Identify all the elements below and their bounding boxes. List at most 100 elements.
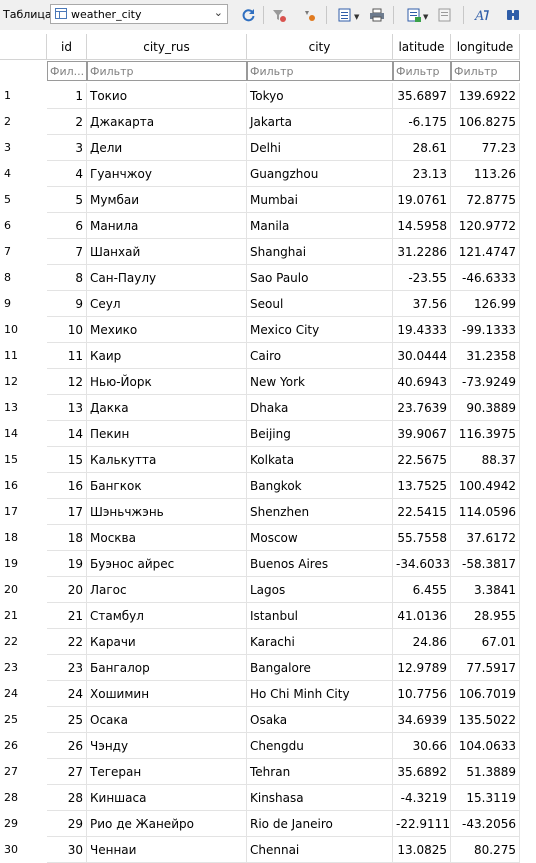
cell-city-rus[interactable]: Рио де Жанейро [87,811,247,837]
cell-latitude[interactable]: 40.6943 [393,369,451,395]
cell-id[interactable]: 3 [47,135,87,161]
cell-latitude[interactable]: 13.0825 [393,837,451,863]
cell-id[interactable]: 5 [47,187,87,213]
delete-record-icon[interactable] [435,5,455,25]
cell-city-rus[interactable]: Нью-Йорк [87,369,247,395]
cell-longitude[interactable]: 106.8275 [451,109,520,135]
table-row[interactable]: 19 19 Буэнос айрес Buenos Aires -34.6033 -58.… [0,551,536,577]
cell-longitude[interactable]: 100.4942 [451,473,520,499]
cell-latitude[interactable]: 28.61 [393,135,451,161]
save-table-dropdown-icon[interactable]: ▼ [354,13,360,21]
cell-city-rus[interactable]: Хошимин [87,681,247,707]
cell-latitude[interactable]: 19.4333 [393,317,451,343]
cell-city-rus[interactable]: Джакарта [87,109,247,135]
table-row[interactable]: 11 11 Каир Cairo 30.0444 31.2358 [0,343,536,369]
filter-city-rus-input[interactable] [87,61,247,81]
cell-longitude[interactable]: 37.6172 [451,525,520,551]
cell-city[interactable]: Bangalore [247,655,393,681]
cell-city[interactable]: Buenos Aires [247,551,393,577]
cell-longitude[interactable]: 77.5917 [451,655,520,681]
table-row[interactable]: 30 30 Ченнаи Chennai 13.0825 80.275 [0,837,536,863]
cell-city-rus[interactable]: Карачи [87,629,247,655]
table-row[interactable]: 22 22 Карачи Karachi 24.86 67.01 [0,629,536,655]
header-latitude[interactable]: latitude [393,34,451,60]
table-row[interactable]: 3 3 Дели Delhi 28.61 77.23 [0,135,536,161]
cell-city[interactable]: Tehran [247,759,393,785]
cell-id[interactable]: 13 [47,395,87,421]
table-row[interactable]: 9 9 Сеул Seoul 37.56 126.99 [0,291,536,317]
cell-city[interactable]: Bangkok [247,473,393,499]
table-row[interactable]: 25 25 Осака Osaka 34.6939 135.5022 [0,707,536,733]
cell-id[interactable]: 11 [47,343,87,369]
table-row[interactable]: 28 28 Киншаса Kinshasa -4.3219 15.3119 [0,785,536,811]
cell-id[interactable]: 25 [47,707,87,733]
cell-id[interactable]: 14 [47,421,87,447]
table-row[interactable]: 23 23 Бангалор Bangalore 12.9789 77.5917 [0,655,536,681]
filter-longitude-input[interactable] [451,61,520,81]
cell-longitude[interactable]: 104.0633 [451,733,520,759]
cell-latitude[interactable]: 13.7525 [393,473,451,499]
cell-city-rus[interactable]: Шэньчжэнь [87,499,247,525]
cell-latitude[interactable]: 34.6939 [393,707,451,733]
cell-latitude[interactable]: -34.6033 [393,551,451,577]
cell-city[interactable]: Shanghai [247,239,393,265]
cell-longitude[interactable]: 90.3889 [451,395,520,421]
table-row[interactable]: 17 17 Шэньчжэнь Shenzhen 22.5415 114.0596 [0,499,536,525]
cell-longitude[interactable]: -73.9249 [451,369,520,395]
cell-city[interactable]: Istanbul [247,603,393,629]
cell-longitude[interactable]: 120.9772 [451,213,520,239]
cell-id[interactable]: 21 [47,603,87,629]
table-row[interactable]: 4 4 Гуанчжоу Guangzhou 23.13 113.26 [0,161,536,187]
table-row[interactable]: 1 1 Токио Tokyo 35.6897 139.6922 [0,83,536,109]
table-row[interactable]: 29 29 Рио де Жанейро Rio de Janeiro -22.9111… [0,811,536,837]
cell-city[interactable]: Shenzhen [247,499,393,525]
cell-longitude[interactable]: 77.23 [451,135,520,161]
cell-city-rus[interactable]: Мехико [87,317,247,343]
cell-latitude[interactable]: 14.5958 [393,213,451,239]
table-row[interactable]: 18 18 Москва Moscow 55.7558 37.6172 [0,525,536,551]
table-row[interactable]: 21 21 Стамбул Istanbul 41.0136 28.955 [0,603,536,629]
cell-latitude[interactable]: 41.0136 [393,603,451,629]
cell-latitude[interactable]: 35.6897 [393,83,451,109]
cell-city-rus[interactable]: Киншаса [87,785,247,811]
cell-city[interactable]: Kolkata [247,447,393,473]
cell-city-rus[interactable]: Дели [87,135,247,161]
cell-city[interactable]: Manila [247,213,393,239]
cell-id[interactable]: 29 [47,811,87,837]
cell-city-rus[interactable]: Сан-Паулу [87,265,247,291]
table-row[interactable]: 20 20 Лагос Lagos 6.455 3.3841 [0,577,536,603]
table-row[interactable]: 10 10 Мехико Mexico City 19.4333 -99.1333 [0,317,536,343]
cell-city-rus[interactable]: Лагос [87,577,247,603]
cell-longitude[interactable]: 51.3889 [451,759,520,785]
cell-latitude[interactable]: 37.56 [393,291,451,317]
cell-latitude[interactable]: 22.5675 [393,447,451,473]
cell-id[interactable]: 26 [47,733,87,759]
table-row[interactable]: 7 7 Шанхай Shanghai 31.2286 121.4747 [0,239,536,265]
header-id[interactable]: id [47,34,87,60]
cell-id[interactable]: 23 [47,655,87,681]
cell-city-rus[interactable]: Буэнос айрес [87,551,247,577]
cell-id[interactable]: 9 [47,291,87,317]
text-format-icon[interactable]: A [472,5,492,25]
cell-id[interactable]: 6 [47,213,87,239]
cell-city[interactable]: Beijing [247,421,393,447]
table-row[interactable]: 8 8 Сан-Паулу Sao Paulo -23.55 -46.6333 [0,265,536,291]
table-row[interactable]: 26 26 Чэнду Chengdu 30.66 104.0633 [0,733,536,759]
clear-sort-icon[interactable] [300,5,320,25]
refresh-icon[interactable] [238,5,258,25]
cell-latitude[interactable]: 31.2286 [393,239,451,265]
cell-longitude[interactable]: 116.3975 [451,421,520,447]
cell-latitude[interactable]: -22.9111 [393,811,451,837]
cell-id[interactable]: 18 [47,525,87,551]
table-row[interactable]: 12 12 Нью-Йорк New York 40.6943 -73.9249 [0,369,536,395]
cell-city[interactable]: Ho Chi Minh City [247,681,393,707]
filter-id-input[interactable] [47,61,87,81]
cell-longitude[interactable]: 121.4747 [451,239,520,265]
cell-city[interactable]: Jakarta [247,109,393,135]
cell-id[interactable]: 1 [47,83,87,109]
cell-id[interactable]: 7 [47,239,87,265]
cell-longitude[interactable]: 31.2358 [451,343,520,369]
cell-id[interactable]: 10 [47,317,87,343]
cell-longitude[interactable]: -58.3817 [451,551,520,577]
cell-city[interactable]: Karachi [247,629,393,655]
